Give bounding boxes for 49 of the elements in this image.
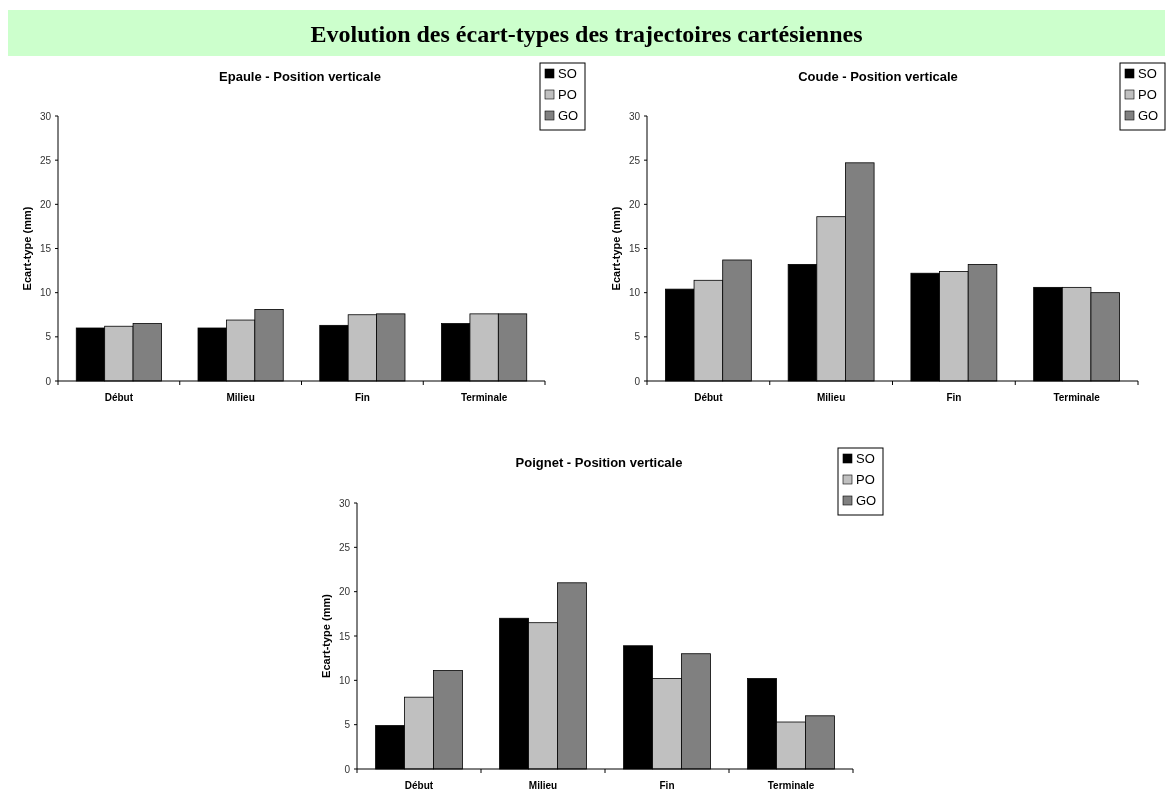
- x-tick-label: Terminale: [460, 392, 508, 403]
- y-tick-label: 5: [45, 331, 52, 343]
- y-tick-label: 15: [628, 243, 641, 254]
- x-tick-label: Fin: [659, 780, 675, 789]
- legend-label: GO: [558, 108, 579, 123]
- y-tick-label: 30: [628, 110, 641, 122]
- x-tick-label: Fin: [354, 392, 370, 403]
- legend-label: PO: [856, 472, 875, 487]
- y-tick-label: 20: [338, 586, 351, 598]
- x-tick-label: Terminale: [1053, 392, 1101, 403]
- y-axis-title: Ecart-type (mm): [320, 593, 332, 678]
- y-tick-label: 0: [634, 375, 641, 387]
- x-tick-label: Milieu: [816, 392, 846, 403]
- legend-label: GO: [1138, 108, 1159, 123]
- y-tick-label: 30: [39, 110, 52, 122]
- y-tick-label: 15: [338, 630, 351, 642]
- y-tick-label: 25: [628, 154, 641, 166]
- x-tick-label: Milieu: [226, 392, 255, 403]
- x-tick-label: Milieu: [528, 780, 558, 789]
- y-tick-label: 0: [45, 375, 52, 387]
- y-tick-label: 30: [338, 497, 351, 509]
- chart-title: Coude - Position verticale: [798, 69, 958, 84]
- text: Evolution des écart-types des trajectoires cartésiennes: [310, 21, 863, 47]
- y-tick-label: 10: [338, 674, 351, 686]
- legend-label: PO: [1138, 87, 1157, 102]
- y-tick-label: 10: [39, 287, 52, 299]
- x-tick-label: Début: [404, 780, 434, 789]
- x-tick-label: Terminale: [767, 780, 815, 789]
- y-tick-label: 15: [39, 243, 52, 254]
- y-axis-title: Ecart-type (mm): [610, 206, 622, 291]
- y-tick-label: 0: [344, 763, 351, 775]
- x-tick-label: Début: [694, 392, 724, 403]
- x-tick-label: Début: [104, 392, 134, 403]
- chart-title: Epaule - Position verticale: [219, 69, 381, 84]
- legend-label: GO: [856, 493, 877, 508]
- legend-label: SO: [856, 451, 875, 466]
- y-tick-label: 20: [39, 198, 52, 210]
- y-axis-title: Ecart-type (mm): [21, 206, 33, 291]
- y-tick-label: 5: [344, 719, 351, 731]
- chart-title: Poignet - Position verticale: [515, 455, 683, 470]
- legend-label: PO: [558, 87, 577, 102]
- x-tick-label: Fin: [946, 392, 962, 403]
- legend-label: SO: [558, 66, 577, 81]
- legend-label: SO: [1138, 66, 1157, 81]
- y-tick-label: 5: [634, 331, 641, 343]
- y-tick-label: 25: [39, 154, 52, 166]
- y-tick-label: 25: [338, 541, 351, 553]
- y-tick-label: 20: [628, 198, 641, 210]
- y-tick-label: 10: [628, 287, 641, 299]
